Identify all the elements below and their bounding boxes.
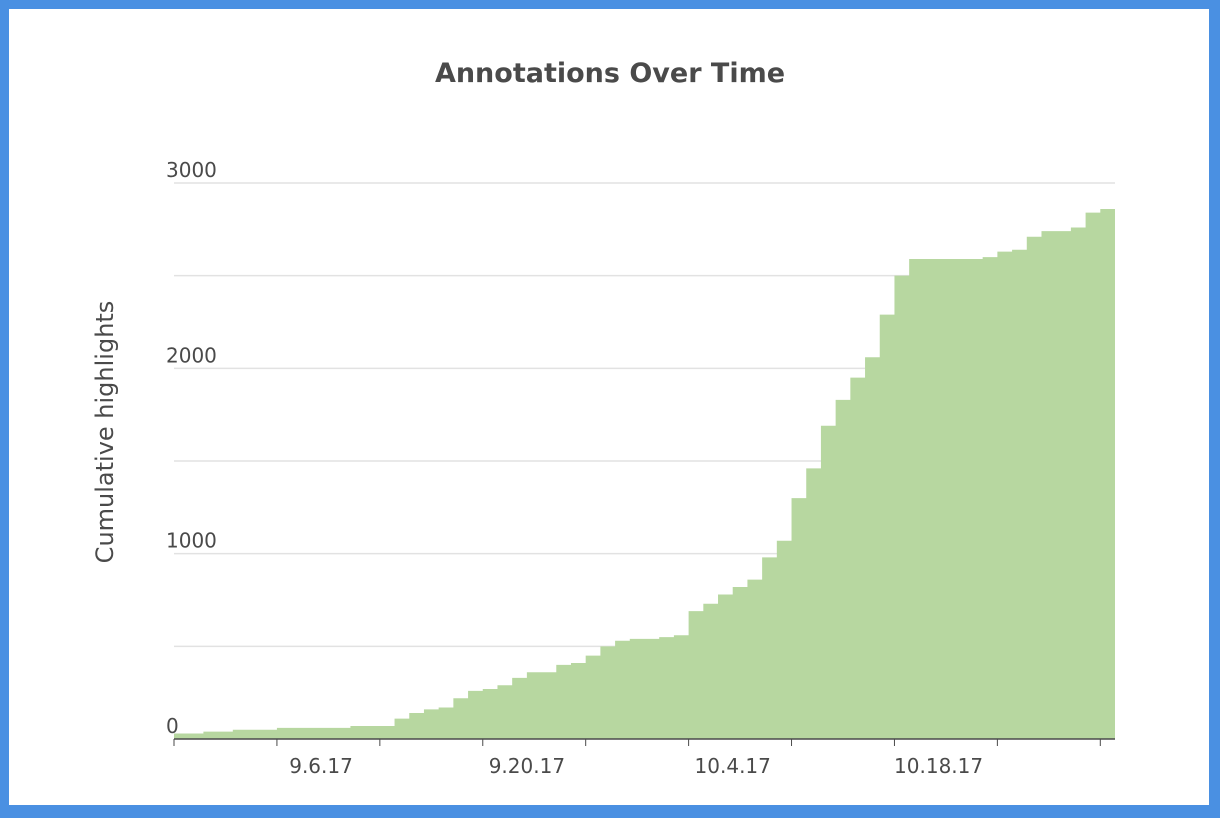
y-axis-label: Cumulative highlights — [91, 301, 119, 564]
x-tick-labels: 9.6.17 9.20.17 10.4.17 10.18.17 — [289, 754, 983, 778]
chart-title: Annotations Over Time — [434, 58, 786, 89]
y-tick-label: 3000 — [166, 158, 217, 182]
x-tick-label: 9.20.17 — [489, 754, 565, 778]
y-tick-label: 0 — [166, 714, 179, 738]
area-series — [174, 208, 1115, 740]
area-fill — [174, 208, 1115, 740]
x-tick-label: 10.4.17 — [695, 754, 771, 778]
y-tick-labels: 0 1000 2000 3000 — [166, 158, 217, 738]
x-tick-label: 9.6.17 — [289, 754, 353, 778]
x-tick-label: 10.18.17 — [894, 754, 983, 778]
y-tick-label: 2000 — [166, 343, 217, 367]
axes — [173, 738, 1115, 746]
y-tick-label: 1000 — [166, 529, 217, 553]
